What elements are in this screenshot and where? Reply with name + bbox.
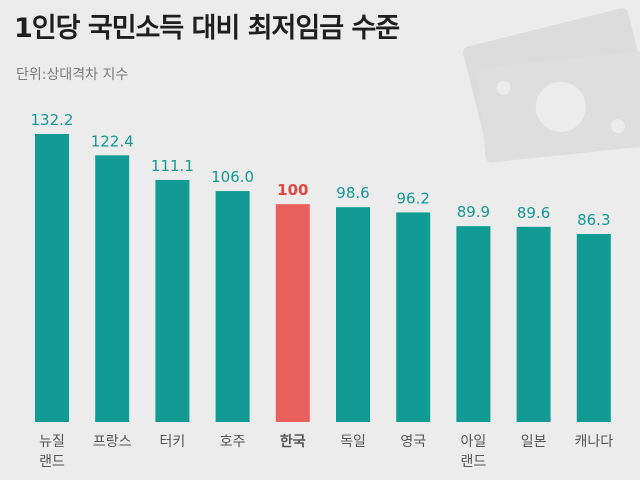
value-label-4: 100 <box>277 181 308 199</box>
category-label-4: 한국 <box>280 434 306 450</box>
bar-7 <box>456 226 491 422</box>
category-label-8: 일본 <box>521 434 547 450</box>
unit-label: 단위:상대격차 지수 <box>16 67 129 83</box>
category-label-0-line-1: 랜드 <box>39 454 65 470</box>
value-label-5: 98.6 <box>336 184 369 202</box>
value-label-6: 96.2 <box>396 189 429 207</box>
value-label-0: 132.2 <box>31 111 74 129</box>
category-label-5: 독일 <box>340 434 366 450</box>
chart-title: 1인당 국민소득 대비 최저임금 수준 <box>14 13 400 44</box>
value-label-1: 122.4 <box>91 132 134 150</box>
category-label-9: 캐나다 <box>574 434 613 450</box>
category-label-6: 영국 <box>400 434 426 450</box>
bar-5 <box>336 207 370 422</box>
value-labels-group: 132.2 122.4 111.1 106.0 100 98.6 96.2 89.9 89.6 8… <box>31 111 611 229</box>
value-label-7: 89.9 <box>457 203 490 221</box>
value-label-2: 111.1 <box>151 157 194 175</box>
bar-6 <box>396 212 431 422</box>
bar-1 <box>95 155 130 422</box>
bars-group <box>35 134 611 422</box>
category-label-2: 터키 <box>160 434 186 450</box>
bar-0 <box>35 134 69 422</box>
money-bill-icon <box>463 8 640 163</box>
value-label-9: 86.3 <box>577 211 610 229</box>
category-label-3: 호주 <box>220 434 246 450</box>
bar-8 <box>516 226 551 422</box>
value-label-8: 89.6 <box>517 204 550 222</box>
category-label-7-line-1: 랜드 <box>461 454 487 470</box>
bar-3 <box>215 191 250 422</box>
category-label-1: 프랑스 <box>93 434 132 450</box>
bar-2 <box>155 179 190 422</box>
value-label-3: 106.0 <box>211 168 254 186</box>
category-label-0-line-0: 뉴질 <box>39 434 65 450</box>
bar-9 <box>576 233 611 422</box>
category-label-7-line-0: 아일 <box>461 434 487 450</box>
bar-4 <box>275 204 310 422</box>
